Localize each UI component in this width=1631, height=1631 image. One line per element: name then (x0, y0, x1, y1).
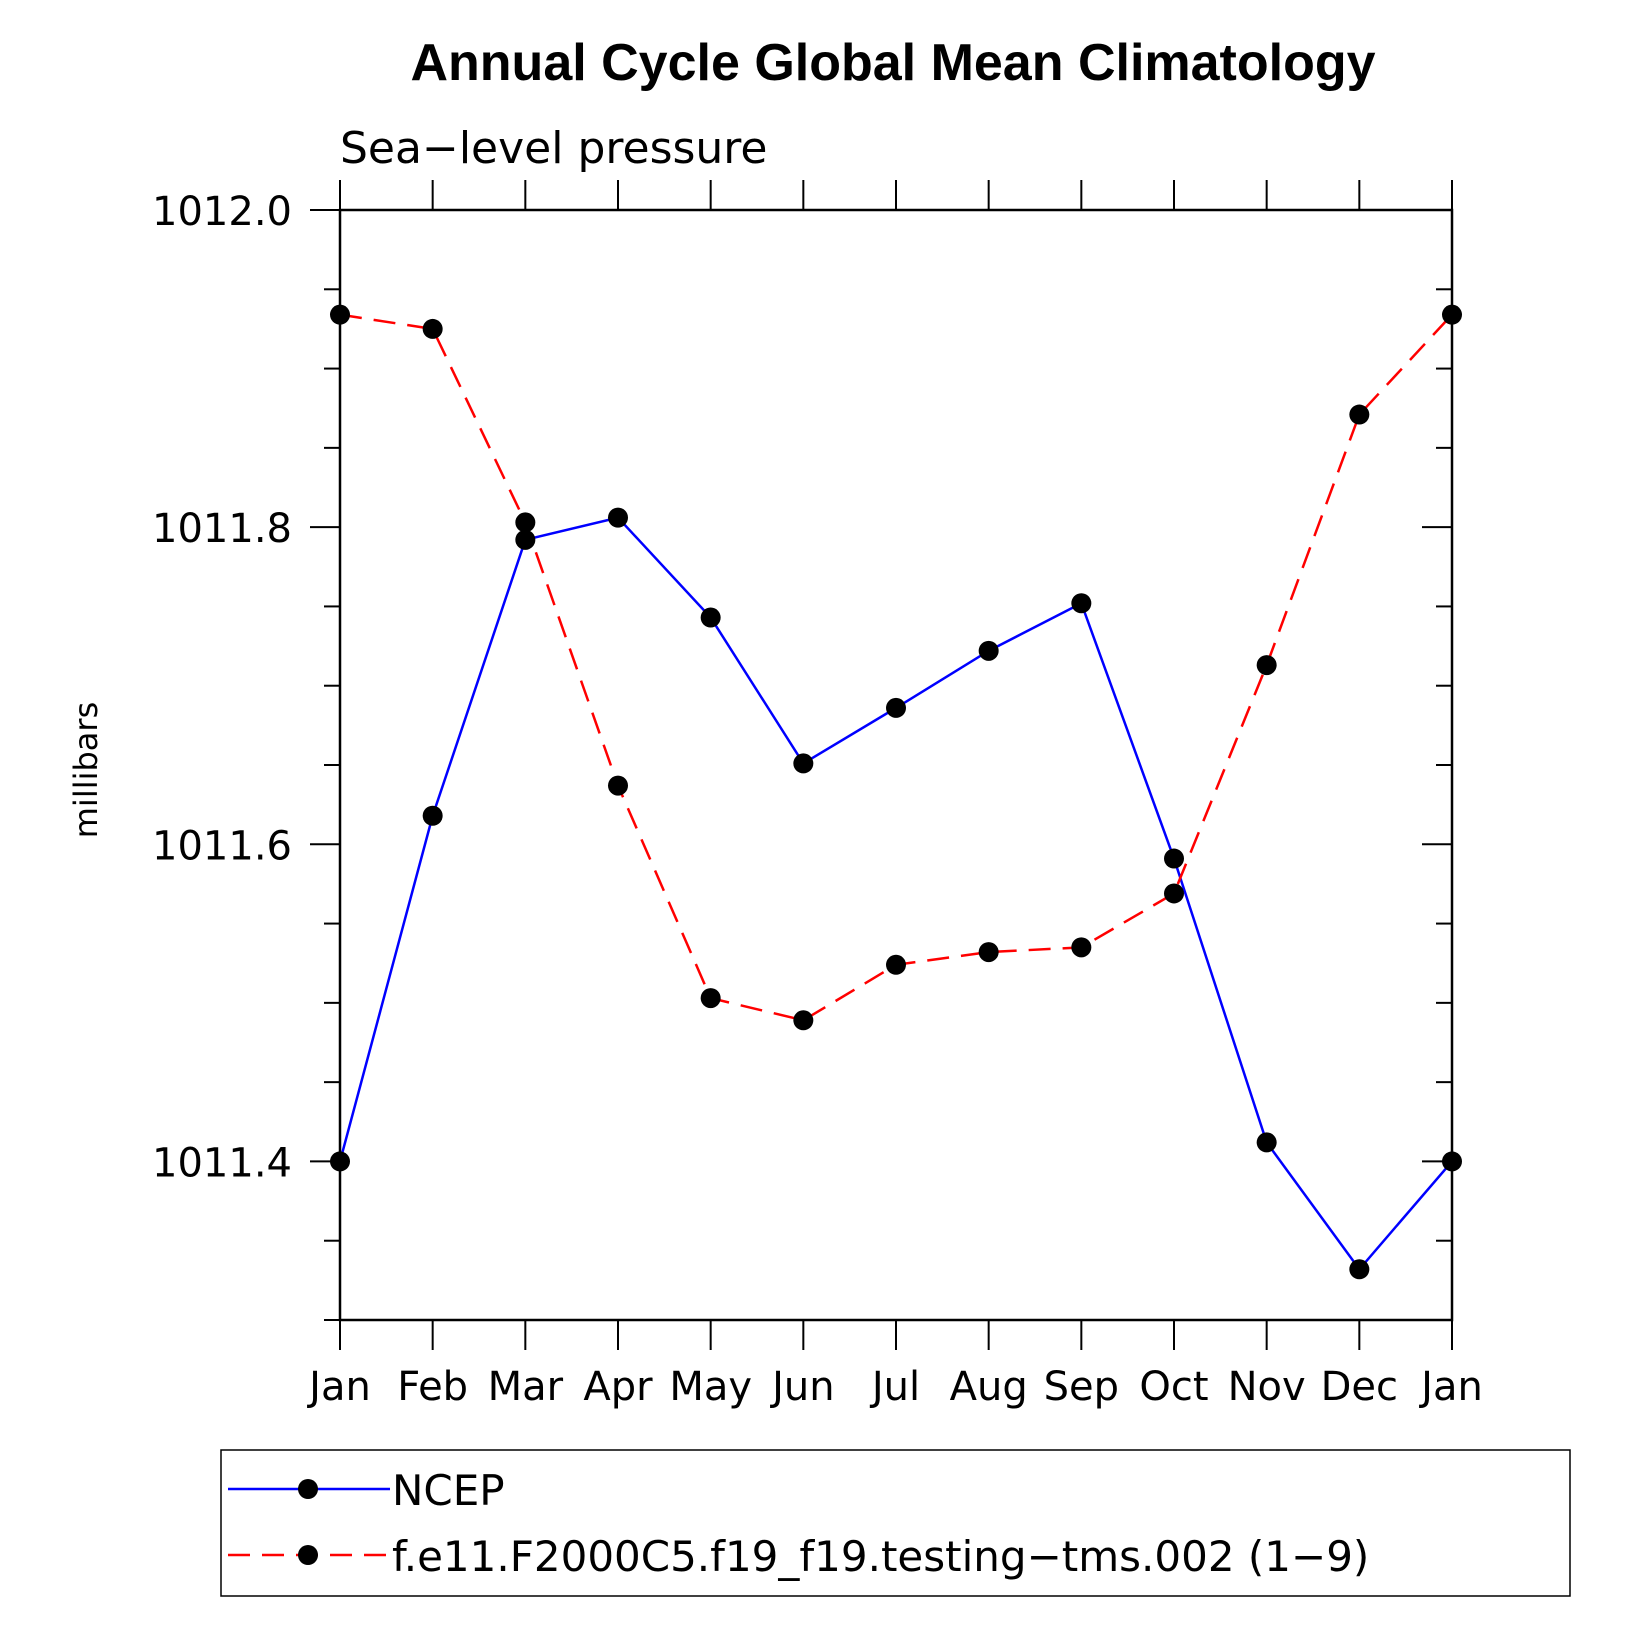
x-tick-label: Jun (769, 1364, 835, 1410)
y-axis-label: millibars (67, 702, 105, 838)
y-tick-label: 1011.6 (152, 823, 292, 869)
x-tick-label: Dec (1321, 1364, 1398, 1410)
data-point-1-8 (1071, 937, 1092, 958)
legend-label-model: f.e11.F2000C5.f19_f19.testing−tms.002 (1… (392, 1532, 1369, 1581)
series-line-1 (339, 313, 1453, 1022)
x-tick-label: Aug (950, 1364, 1028, 1410)
data-point-0-1 (422, 805, 443, 826)
series-line-0 (338, 516, 1453, 1272)
data-point-1-1 (422, 318, 443, 339)
x-tick-label: Feb (397, 1364, 468, 1410)
data-point-0-10 (1256, 1132, 1277, 1153)
axis-ticks: 1011.4 1011.6 1011.8 1012.0 Jan Feb Mar Apr May J… (152, 180, 1483, 1410)
data-point-1-3 (608, 775, 628, 796)
x-tick-label: Oct (1139, 1364, 1208, 1410)
x-tick-label: Nov (1228, 1364, 1306, 1410)
y-tick-label: 1011.8 (152, 506, 292, 552)
chart-subtitle: Sea−level pressure (340, 123, 768, 174)
plot-frame (338, 208, 1454, 1322)
y-tick-label: 1011.4 (152, 1140, 292, 1186)
data-point-1-10 (1256, 655, 1277, 676)
data-point-1-9 (1164, 883, 1184, 904)
data-point-1-11 (1349, 404, 1370, 425)
legend-marker-ncep (298, 1479, 318, 1499)
data-point-0-3 (608, 507, 628, 528)
legend-box (220, 1449, 1571, 1597)
data-point-1-4 (700, 988, 721, 1009)
x-tick-label: Jan (1418, 1364, 1483, 1410)
data-point-1-5 (793, 1010, 814, 1031)
legend-marker-model (298, 1545, 318, 1565)
data-point-1-2 (515, 512, 536, 533)
data-point-0-8 (1071, 593, 1092, 614)
data-point-0-2 (515, 529, 536, 550)
data-point-0-11 (1349, 1259, 1370, 1280)
x-tick-label: Jul (869, 1364, 920, 1410)
legend-label-ncep: NCEP (392, 1466, 505, 1515)
x-tick-label: Mar (488, 1364, 564, 1410)
data-point-0-5 (793, 753, 814, 774)
data-point-0-7 (978, 640, 999, 661)
data-point-0-9 (1164, 848, 1184, 869)
legend: NCEP f.e11.F2000C5.f19_f19.testing−tms.0… (220, 1449, 1571, 1597)
x-tick-label: Apr (583, 1364, 653, 1410)
series-lines (338, 313, 1453, 1272)
data-point-1-6 (886, 954, 906, 975)
data-point-0-6 (886, 697, 906, 718)
x-tick-label: May (669, 1364, 752, 1410)
chart-title: Annual Cycle Global Mean Climatology (410, 34, 1375, 92)
data-point-1-7 (978, 942, 999, 963)
data-point-0-4 (700, 607, 721, 628)
x-tick-label: Jan (306, 1364, 371, 1410)
series-points (330, 304, 1462, 1280)
x-tick-label: Sep (1044, 1364, 1119, 1410)
y-tick-label: 1012.0 (152, 189, 292, 235)
